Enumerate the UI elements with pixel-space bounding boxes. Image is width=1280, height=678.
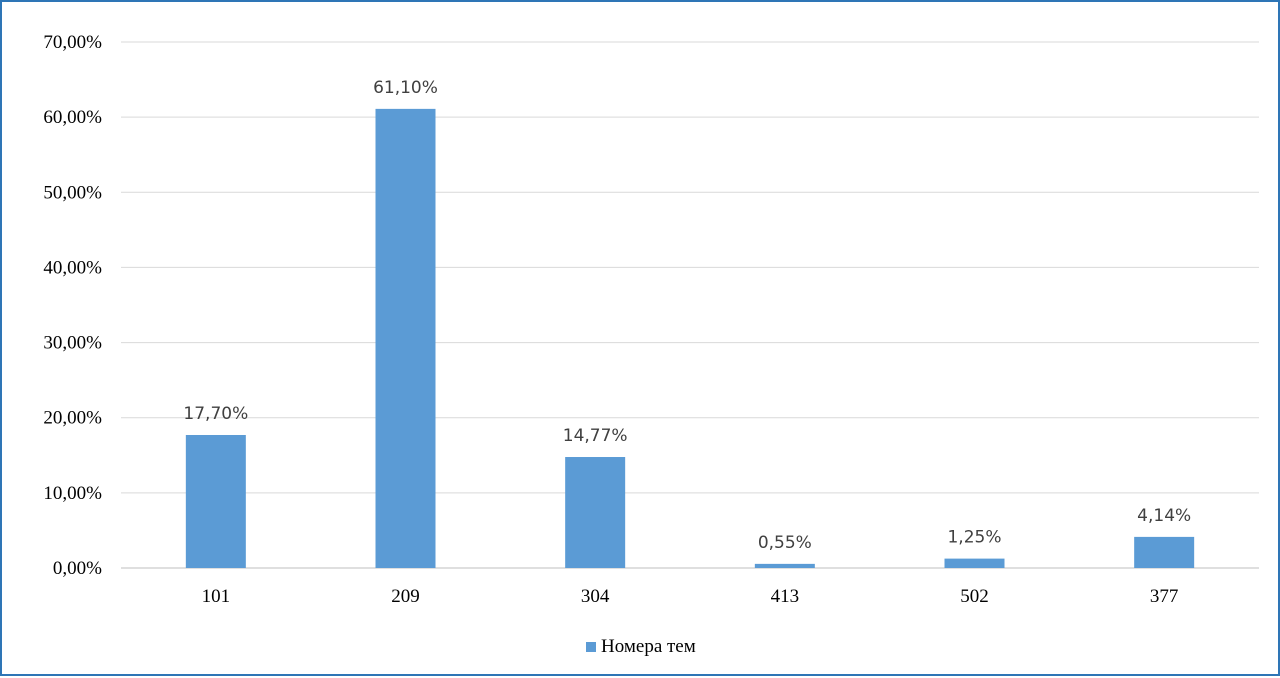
data-labels: 17,70% 61,10% 14,77% 0,55% 1,25% 4,14% (183, 78, 1191, 553)
y-tick-label: 60,00% (43, 107, 102, 128)
x-tick-label: 209 (391, 586, 420, 607)
y-tick-label: 20,00% (43, 408, 102, 429)
x-tick-label: 502 (960, 586, 989, 607)
y-tick-label: 30,00% (43, 333, 102, 354)
bar-502 (944, 558, 1005, 568)
bar-101 (185, 434, 246, 568)
legend-swatch (586, 642, 596, 652)
data-label-377: 4,14% (1137, 506, 1191, 526)
y-tick-label: 10,00% (43, 483, 102, 504)
y-tick-label: 40,00% (43, 257, 102, 278)
x-tick-label: 101 (202, 586, 231, 607)
bars (185, 108, 1195, 569)
data-label-209: 61,10% (373, 78, 438, 98)
data-label-304: 14,77% (563, 426, 628, 446)
bar-304 (565, 457, 626, 568)
gridlines (121, 41, 1259, 569)
y-tick-label: 70,00% (43, 32, 102, 53)
data-label-413: 0,55% (758, 533, 812, 553)
bar-377 (1134, 536, 1195, 568)
bar-413 (754, 563, 815, 568)
x-tick-label: 304 (581, 586, 610, 607)
data-label-502: 1,25% (947, 528, 1001, 548)
legend-label: Номера тем (601, 636, 696, 657)
x-tick-label: 377 (1150, 586, 1179, 607)
data-label-101: 17,70% (183, 404, 248, 424)
x-tick-label: 413 (771, 586, 800, 607)
legend: Номера тем (586, 636, 696, 657)
bar-209 (375, 108, 436, 569)
y-axis-tick-labels: 0,00% 10,00% 20,00% 30,00% 40,00% 50,00% 60,00… (43, 32, 102, 579)
y-tick-label: 0,00% (53, 558, 102, 579)
y-tick-label: 50,00% (43, 182, 102, 203)
x-axis-tick-labels: 101 209 304 413 502 377 (202, 586, 1179, 607)
